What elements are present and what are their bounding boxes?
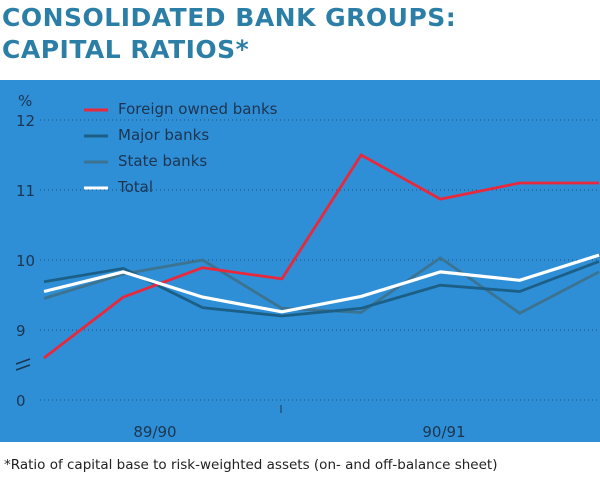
series-line-foreign-owned-banks — [43, 153, 599, 360]
legend-label: Foreign owned banks — [118, 100, 278, 118]
legend-label: Total — [117, 178, 153, 196]
y-tick-label: 9 — [16, 322, 26, 340]
footnote: *Ratio of capital base to risk-weighted … — [4, 457, 498, 473]
chart-title: CONSOLIDATED BANK GROUPS: CAPITAL RATIOS… — [2, 2, 456, 66]
y-tick-label: 12 — [16, 112, 35, 130]
series-line-state-banks — [43, 256, 600, 315]
series-line-total — [43, 253, 600, 314]
y-tick-label: 0 — [16, 392, 26, 410]
y-axis-unit: % — [18, 92, 32, 110]
plot-background — [0, 80, 600, 442]
axis-break-icon — [15, 358, 31, 371]
y-tick-label: 11 — [16, 182, 35, 200]
x-label-90-91: 90/91 — [422, 423, 465, 441]
legend-label: State banks — [118, 152, 207, 170]
title-line-2: CAPITAL RATIOS* — [2, 35, 250, 64]
y-tick-label: 10 — [16, 252, 35, 270]
title-line-1: CONSOLIDATED BANK GROUPS: — [2, 3, 457, 32]
legend-label: Major banks — [118, 126, 209, 144]
x-label-89-90: 89/90 — [133, 423, 176, 441]
chart: % 12 11 10 9 0 89/90 90/91 Foreign owned ban… — [0, 80, 600, 442]
